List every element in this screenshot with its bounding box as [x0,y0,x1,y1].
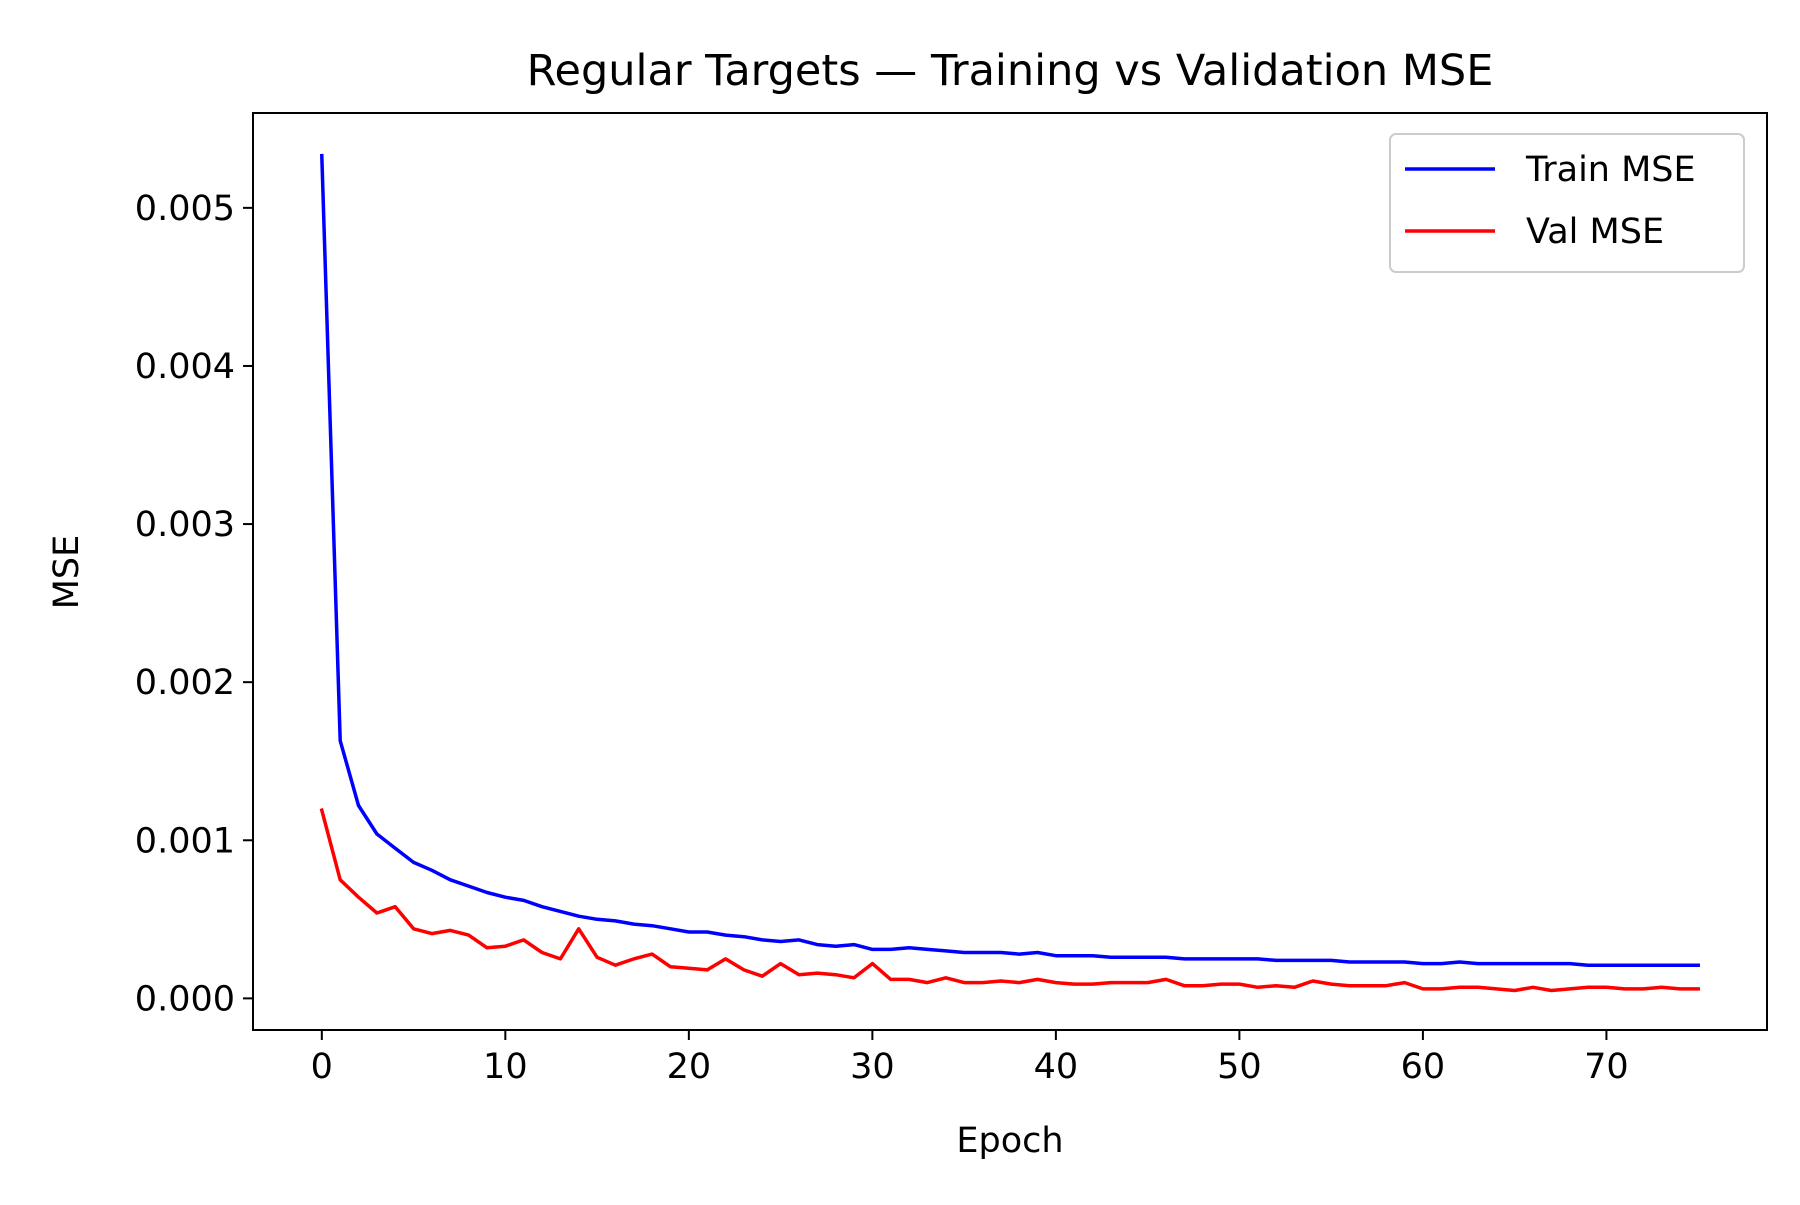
x-tick-label: 0 [311,1047,333,1087]
y-tick-label: 0.001 [135,821,235,861]
chart-title: Regular Targets — Training vs Validation… [527,46,1494,96]
x-tick-label: 50 [1217,1047,1262,1087]
x-tick-label: 20 [667,1047,712,1087]
x-tick-label: 30 [850,1047,895,1087]
x-tick-label: 60 [1401,1047,1446,1087]
legend-label-val: Val MSE [1526,212,1664,252]
y-tick-label: 0.002 [135,663,235,703]
y-axis-label: MSE [47,535,87,610]
y-tick-label: 0.003 [135,505,235,545]
plot-area-frame [252,112,1768,1031]
series-line-val-mse [319,808,1700,993]
x-axis-label: Epoch [956,1121,1063,1161]
series-layer [319,153,1700,993]
series-line-train-mse [319,153,1700,967]
y-axis-ticks: 0.000 0.001 0.002 0.003 0.004 0.005 [135,189,253,1019]
x-tick-label: 10 [483,1047,528,1087]
y-tick-label: 0.005 [135,189,235,229]
x-axis-ticks: 0 10 20 30 40 50 60 70 [311,1030,1629,1087]
y-tick-label: 0.000 [135,979,235,1019]
legend: Train MSE Val MSE [1389,133,1745,273]
x-tick-label: 40 [1034,1047,1079,1087]
y-tick-label: 0.004 [135,347,235,387]
legend-label-train: Train MSE [1525,150,1696,190]
x-tick-label: 70 [1584,1047,1629,1087]
